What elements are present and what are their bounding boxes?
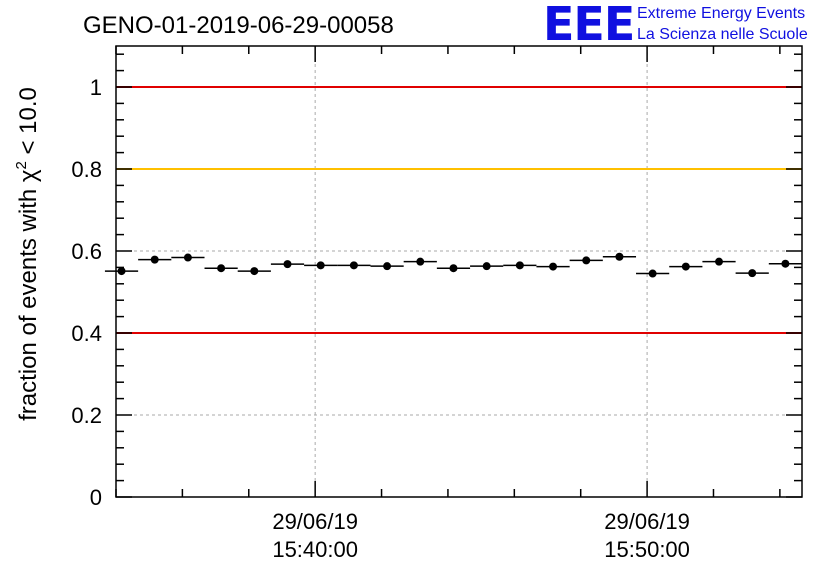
- data-point: [681, 262, 690, 271]
- y-tick-label: 1: [90, 75, 102, 100]
- y-tick-label: 0.4: [71, 321, 102, 346]
- y-tick-label: 0.8: [71, 157, 102, 182]
- data-point: [416, 257, 425, 266]
- x-tick-date-label: 29/06/19: [272, 509, 358, 534]
- data-point: [316, 261, 325, 270]
- data-point: [715, 257, 724, 266]
- data-point: [217, 264, 226, 273]
- logo-line1: Extreme Energy Events: [637, 5, 805, 22]
- x-axis: 29/06/19 15:40:00 29/06/19 15:50:00: [115, 46, 781, 562]
- data-point: [117, 267, 126, 276]
- logo-line2: La Scienza nelle Scuole: [637, 26, 808, 43]
- data-point: [648, 269, 657, 278]
- x-tick-date-label: 29/06/19: [604, 509, 690, 534]
- data-point: [781, 259, 790, 268]
- x-tick-time-label: 15:50:00: [604, 537, 690, 562]
- x-tick-time-label: 15:40:00: [272, 537, 358, 562]
- data-point: [349, 261, 358, 270]
- y-axis: 0 0.2 0.4 0.6 0.8 1: [71, 53, 802, 510]
- data-point: [515, 261, 524, 270]
- y-tick-label: 0.6: [71, 239, 102, 264]
- data-point: [482, 262, 491, 271]
- data-point: [383, 262, 392, 271]
- data-point: [449, 264, 458, 273]
- y-tick-label: 0.2: [71, 403, 102, 428]
- y-tick-label: 0: [90, 485, 102, 510]
- data-point: [582, 256, 591, 265]
- data-point: [748, 269, 757, 278]
- data-point: [250, 267, 259, 276]
- eee-logo: EEE Extreme Energy Events La Scienza nel…: [543, 0, 808, 51]
- data-point: [283, 260, 292, 269]
- logo-mark: EEE: [543, 0, 634, 51]
- reference-lines: [116, 86, 802, 334]
- chart-title: GENO-01-2019-06-29-00058: [83, 12, 394, 39]
- y-axis-label: fraction of events with χ2 < 10.0: [13, 87, 42, 421]
- data-point: [549, 262, 558, 271]
- data-point: [615, 252, 624, 261]
- data-points: [104, 252, 802, 278]
- data-point: [150, 255, 159, 264]
- data-point: [183, 253, 192, 262]
